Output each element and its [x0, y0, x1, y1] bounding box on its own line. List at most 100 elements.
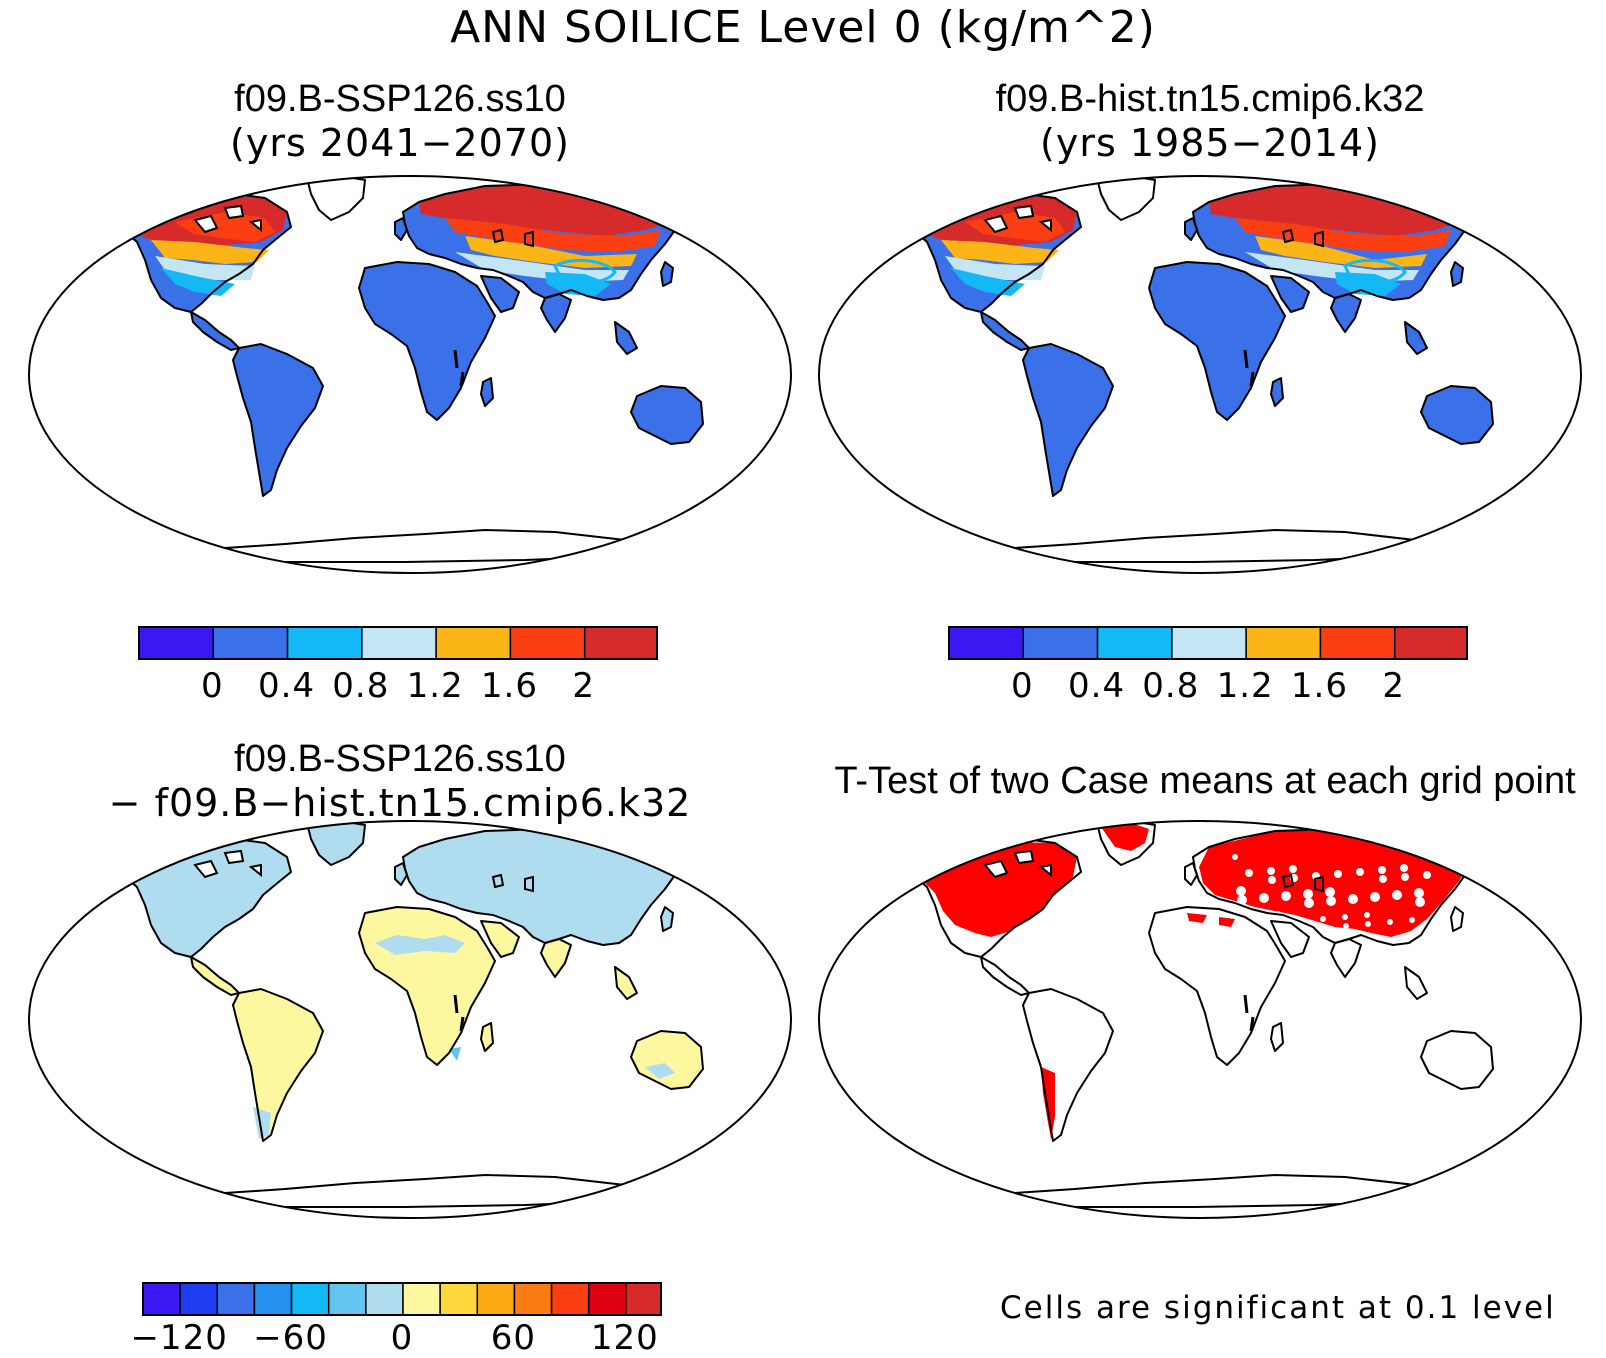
- colorbar-swatch: [290, 1282, 330, 1316]
- coastline-se_asia: [1404, 966, 1428, 1000]
- colorbar-swatch: [587, 1282, 627, 1316]
- coastline-africa: [358, 261, 496, 421]
- nonsig-speck: [1415, 897, 1425, 907]
- colorbar-swatch: [948, 626, 1025, 660]
- land-india: [1331, 294, 1361, 332]
- coastline-japan: [660, 261, 674, 287]
- colorbar-swatch: [1022, 626, 1099, 660]
- map-boundary: [818, 175, 1582, 574]
- colorbar-panel-2: [948, 626, 1468, 660]
- colorbar-labels-panel-3: −120 −60 0 60 120: [130, 1318, 662, 1358]
- tibet-contour: [1343, 258, 1407, 285]
- diff-region-16: [449, 1047, 461, 1061]
- nonsig-speck: [1401, 873, 1409, 881]
- land-centralAmerica: [191, 312, 239, 350]
- nonsig-speck: [1236, 886, 1246, 896]
- colorbar-swatch: [1171, 626, 1247, 660]
- coastline-southAmerica: [232, 343, 324, 497]
- panel-1-case-name: f09.B-SSP126.ss10: [234, 78, 566, 120]
- coastline-centralAmerica: [980, 956, 1030, 996]
- coastline-centralAmerica: [190, 311, 240, 351]
- colorbar-swatch: [435, 626, 512, 660]
- map-panel-2: [818, 175, 1582, 574]
- arctic-islands: [193, 849, 262, 879]
- colorbar-tick-label: −60: [253, 1318, 328, 1358]
- colorbar-swatch: [1245, 626, 1322, 660]
- diff-region-15: [645, 1063, 675, 1079]
- arctic-islands: [193, 204, 262, 234]
- nonsig-speck: [1325, 887, 1335, 897]
- figure-title: ANN SOILICE Level 0 (kg/m^2): [450, 2, 1156, 53]
- land-greenland-ice: [307, 176, 365, 220]
- coastline-japan: [660, 906, 674, 932]
- tibet-contour: [553, 258, 617, 285]
- land-madagascar: [481, 378, 493, 406]
- colorbar-tick-label: 0.8: [332, 666, 390, 706]
- nonsig-speck: [1304, 898, 1314, 908]
- inland-seas: [491, 873, 534, 893]
- panel-3-minus-case: − f09.B−hist.tn15.cmip6.k32: [108, 781, 692, 825]
- coastline-southAmerica: [232, 988, 324, 1142]
- coastline-nz: [744, 1112, 756, 1134]
- diff-region-1: [403, 829, 685, 945]
- colorbar-tick-label: 0.4: [258, 666, 316, 706]
- inland-seas: [491, 228, 534, 248]
- land-japan: [661, 262, 673, 286]
- nonsig-speck: [1334, 870, 1342, 878]
- colorbar-tick-label: 2: [572, 666, 596, 706]
- colorbar-tick-label: 1.2: [406, 666, 464, 706]
- coastline-africa: [1148, 906, 1286, 1066]
- panel-2-years: (yrs 1985−2014): [1040, 121, 1380, 165]
- colorbar-tick-label: 0.4: [1068, 666, 1126, 706]
- coastline-se_asia: [614, 966, 638, 1000]
- colorbar-swatch: [212, 626, 289, 660]
- diff-region-14: [253, 1107, 271, 1139]
- coastline-africa: [1148, 261, 1286, 421]
- panel-2-case-name: f09.B-hist.tn15.cmip6.k32: [995, 78, 1425, 120]
- nonsig-speck: [1320, 916, 1326, 922]
- colorbar-swatch: [1319, 626, 1396, 660]
- nonsig-speck: [1342, 914, 1348, 920]
- nonsig-speck: [1343, 923, 1349, 929]
- colorbar-swatch: [138, 626, 215, 660]
- nonsig-speck: [1268, 876, 1276, 884]
- coastline-madagascar: [1270, 377, 1284, 407]
- african-lakes: [1243, 349, 1255, 387]
- coastline-nz: [744, 467, 756, 489]
- colorbar-tick-label: 2: [1382, 666, 1406, 706]
- land-southAmerica: [1023, 344, 1113, 496]
- colorbar-swatch: [476, 1282, 516, 1316]
- significance-note: Cells are significant at 0.1 level: [1000, 1290, 1556, 1326]
- nonsig-speck: [1387, 919, 1393, 925]
- diff-region-3: [661, 907, 673, 931]
- coastline-uk: [394, 217, 408, 241]
- panel-4-title: T-Test of two Case means at each grid po…: [810, 760, 1600, 802]
- colorbar-tick-label: 1.6: [1290, 666, 1348, 706]
- colorbar-tick-label: 0: [200, 666, 224, 706]
- coastline-japan: [1450, 261, 1464, 287]
- inland-seas: [1281, 873, 1324, 893]
- arctic-islands: [983, 849, 1052, 879]
- coastline-arabia: [480, 920, 520, 958]
- colorbar-swatch: [365, 1282, 404, 1316]
- coastline-madagascar: [480, 377, 494, 407]
- coastline-japan: [1450, 906, 1464, 932]
- coastline-arabia: [1270, 920, 1310, 958]
- land-centralAmerica: [981, 312, 1029, 350]
- nonsig-speck: [1267, 867, 1275, 875]
- colorbar-tick-label: 0.8: [1142, 666, 1200, 706]
- colorbar-tick-label: 0: [390, 1318, 414, 1358]
- significant-region-2: [1101, 823, 1149, 851]
- land-southAmerica: [233, 344, 323, 496]
- inland-seas: [1281, 228, 1324, 248]
- diff-region-5: [233, 989, 323, 1141]
- land-greenland-ice: [1097, 176, 1155, 220]
- coastline-southAmerica: [1022, 988, 1114, 1142]
- nonsig-speck: [1364, 912, 1370, 918]
- colorbar-swatch: [402, 1282, 441, 1316]
- coastline-centralAmerica: [190, 956, 240, 996]
- diff-region-9: [631, 1031, 703, 1089]
- colorbar-panel-1: [138, 626, 658, 660]
- nonsig-speck: [1392, 890, 1402, 900]
- coastline-africa: [358, 906, 496, 1066]
